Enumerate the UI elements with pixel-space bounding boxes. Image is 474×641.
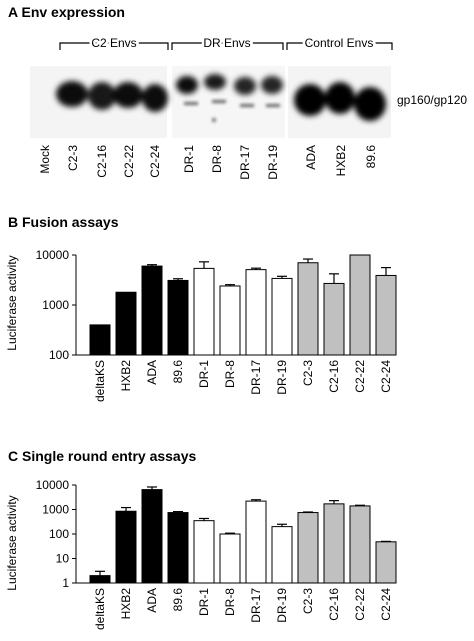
x-tick-label-hxb2: HXB2: [119, 588, 133, 620]
group-label-control: Control Envs: [305, 36, 374, 50]
x-tick-label-dr-1: DR-1: [197, 588, 211, 616]
bar-ada: [141, 489, 163, 584]
x-tick-label-ada: ADA: [145, 360, 159, 385]
lane-label-hxb2: HXB2: [334, 145, 348, 177]
x-tick-label-c2-24: C2-24: [379, 360, 393, 393]
y-tick-label: 100: [49, 527, 69, 541]
bracket-c2: [59, 42, 169, 50]
lane-label-c2-3: C2-3: [66, 145, 80, 171]
lane-label-ada: ADA: [304, 145, 318, 170]
lane-label-c2-16: C2-16: [95, 145, 109, 178]
x-tick-label-c2-22: C2-22: [353, 588, 367, 621]
bar-89-6: [167, 279, 189, 356]
x-tick-label-c2-24: C2-24: [379, 588, 393, 621]
x-tick-label-deltaks: deltaKS: [93, 360, 107, 402]
group-label-dr: DR Envs: [203, 36, 250, 50]
y-tick-label: 1000: [42, 298, 69, 312]
y-tick-label: 1: [62, 576, 69, 590]
lane-label-c2-24: C2-24: [148, 145, 162, 178]
bar-c2-16: [323, 503, 345, 584]
bracket-dr: [171, 42, 284, 50]
bar-c2-22: [349, 505, 371, 584]
bar-hxb2: [115, 510, 137, 584]
bar-c2-24: [375, 274, 397, 356]
bar-dr-8: [219, 285, 241, 356]
bracket-control: [286, 42, 393, 50]
x-tick-label-dr-19: DR-19: [275, 588, 289, 623]
y-tick-label: 10: [56, 552, 70, 566]
x-tick-label-deltaks: deltaKS: [93, 588, 107, 630]
x-tick-label-hxb2: HXB2: [119, 360, 133, 392]
bar-c2-3: [297, 512, 319, 584]
lane-labels: Mock C2-3 C2-16 C2-22 C2-24 DR-1 DR-8 DR-17 DR-1…: [38, 144, 378, 180]
x-tick-label-89-6: 89.6: [171, 360, 185, 384]
panel-c-ylabel: Luciferase activity: [5, 495, 19, 590]
bar-c2-22: [349, 254, 371, 356]
bar-c2-16: [323, 282, 345, 356]
x-tick-label-dr-8: DR-8: [223, 360, 237, 388]
bar-hxb2: [115, 291, 137, 356]
lane-label-89-6: 89.6: [364, 145, 378, 169]
x-tick-label-dr-19: DR-19: [275, 360, 289, 395]
x-tick-label-c2-16: C2-16: [327, 360, 341, 393]
y-tick-label: 10000: [36, 248, 70, 262]
x-tick-label-dr-1: DR-1: [197, 360, 211, 388]
panel-b-ylabel: Luciferase activity: [5, 255, 19, 350]
lane-label-c2-22: C2-22: [122, 145, 136, 178]
bar-89-6: [167, 512, 189, 584]
x-tick-label-c2-3: C2-3: [301, 588, 315, 614]
x-tick-label-c2-3: C2-3: [301, 360, 315, 386]
bar-dr-19: [271, 277, 293, 356]
bar-dr-17: [245, 500, 267, 584]
bar-dr-1: [193, 520, 215, 584]
panel-b-title: B Fusion assays: [8, 214, 119, 230]
x-tick-label-c2-16: C2-16: [327, 588, 341, 621]
group-label-c2: C2 Envs: [91, 36, 136, 50]
y-tick-label: 1000: [42, 503, 69, 517]
lane-label-dr-17: DR-17: [238, 145, 252, 180]
western-blot-image: [30, 66, 391, 138]
bar-dr-19: [271, 526, 293, 584]
bar-c2-24: [375, 541, 397, 584]
western-blot-brackets: [59, 42, 393, 50]
x-tick-label-dr-8: DR-8: [223, 588, 237, 616]
x-tick-label-c2-22: C2-22: [353, 360, 367, 393]
lane-label-mock: Mock: [38, 144, 52, 174]
x-tick-label-dr-17: DR-17: [249, 588, 263, 623]
bar-deltaks: [89, 575, 111, 584]
band-label: gp160/gp120: [397, 93, 467, 107]
y-tick-label: 100: [49, 348, 69, 362]
x-tick-label-ada: ADA: [145, 588, 159, 613]
x-tick-label-89-6: 89.6: [171, 588, 185, 612]
bar-ada: [141, 265, 163, 356]
x-tick-label-dr-17: DR-17: [249, 360, 263, 395]
entry-chart: 1 10 100 1000 10000 deltaKS HXB2 ADA 89.6 DR-1 DR-…: [36, 478, 397, 630]
fusion-chart: 100 1000 10000 deltaKS HXB2 ADA 89.6 DR-1 DR-8 DR…: [36, 248, 397, 402]
panel-a-title: A Env expression: [8, 4, 125, 20]
lane-label-dr-19: DR-19: [266, 145, 280, 180]
bar-dr-8: [219, 533, 241, 584]
panel-c-title: C Single round entry assays: [8, 448, 196, 464]
bar-c2-3: [297, 262, 319, 356]
y-tick-label: 10000: [36, 478, 70, 492]
lane-label-dr-1: DR-1: [182, 145, 196, 173]
bar-dr-1: [193, 267, 215, 356]
bar-dr-17: [245, 269, 267, 356]
lane-label-dr-8: DR-8: [210, 145, 224, 173]
bar-deltaks: [89, 324, 111, 356]
